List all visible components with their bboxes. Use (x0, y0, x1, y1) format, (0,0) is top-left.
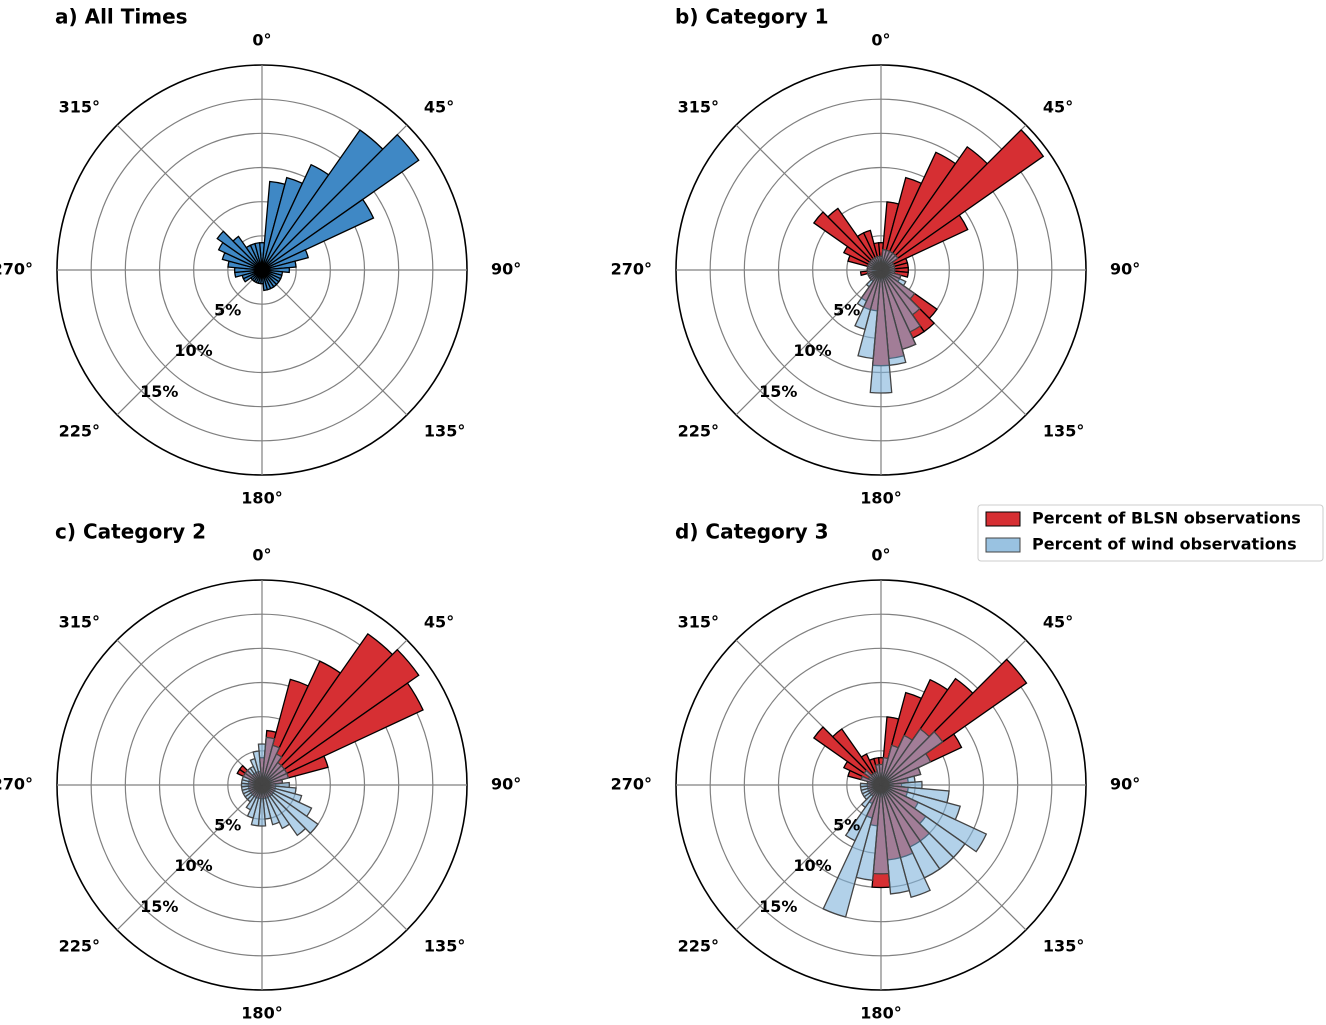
legend-swatch (985, 537, 1021, 553)
angle-label: 315° (59, 98, 100, 117)
angle-label: 270° (0, 260, 33, 279)
angle-label: 45° (1043, 613, 1073, 632)
legend-swatch (985, 511, 1021, 527)
grid-spoke (261, 269, 408, 416)
bar (261, 269, 269, 292)
angle-label: 45° (424, 613, 454, 632)
bar (880, 128, 1045, 271)
bar (261, 772, 290, 786)
bar (261, 260, 297, 271)
bar (232, 235, 263, 271)
bar (261, 784, 319, 835)
grid-spoke (116, 639, 263, 786)
chart-title: a) All Times (55, 5, 188, 29)
angle-label: 45° (1043, 98, 1073, 117)
angle-label: 180° (860, 1004, 901, 1023)
angle-label: 90° (1110, 260, 1140, 279)
bar (859, 782, 882, 788)
chart-title: b) Category 1 (675, 5, 829, 29)
legend (977, 504, 1324, 562)
bar (869, 269, 893, 394)
bar (880, 784, 931, 899)
grid-spoke (735, 784, 882, 931)
radial-tick-label: 10% (793, 341, 831, 360)
angle-label: 225° (59, 421, 100, 440)
radial-tick-label: 15% (759, 897, 797, 916)
angle-label: 180° (860, 489, 901, 508)
angle-label: 225° (59, 936, 100, 955)
bar (261, 784, 281, 826)
radial-tick-label: 15% (140, 382, 178, 401)
bar (252, 750, 263, 786)
bar (261, 682, 424, 786)
bar (876, 255, 882, 271)
radial-tick-label: 10% (174, 341, 212, 360)
bar (261, 133, 420, 271)
angle-label: 0° (871, 31, 890, 50)
radial-tick-label: 15% (140, 897, 178, 916)
angle-label: 180° (241, 1004, 282, 1023)
legend-box (977, 504, 1324, 562)
bar (261, 648, 420, 786)
angle-label: 90° (491, 775, 521, 794)
angle-label: 180° (241, 489, 282, 508)
angle-label: 90° (491, 260, 521, 279)
angle-label: 135° (424, 936, 465, 955)
angle-label: 135° (1043, 421, 1084, 440)
bar (261, 784, 307, 837)
bar (831, 728, 882, 786)
radial-tick-label: 5% (833, 300, 860, 319)
bar (880, 784, 911, 895)
angle-label: 90° (1110, 775, 1140, 794)
bar (880, 214, 969, 271)
chart-title: c) Category 2 (55, 520, 206, 544)
radial-tick-label: 15% (759, 382, 797, 401)
bar (812, 726, 882, 786)
bar (880, 752, 932, 786)
legend-label: Percent of BLSN observations (1032, 509, 1301, 528)
angle-label: 315° (678, 613, 719, 632)
bar (261, 198, 375, 271)
angle-label: 270° (611, 260, 652, 279)
angle-label: 45° (424, 98, 454, 117)
bar (874, 763, 882, 786)
angle-label: 315° (678, 98, 719, 117)
grid-spoke (735, 269, 882, 416)
bar (826, 207, 882, 271)
chart-title: d) Category 3 (675, 520, 829, 544)
bar (880, 730, 944, 786)
angle-label: 0° (871, 546, 890, 565)
radial-tick-label: 5% (833, 815, 860, 834)
angle-label: 0° (252, 546, 271, 565)
angle-label: 225° (678, 421, 719, 440)
radial-tick-label: 10% (174, 856, 212, 875)
angle-label: 315° (59, 613, 100, 632)
bar (216, 230, 263, 271)
angle-label: 270° (611, 775, 652, 794)
legend-label: Percent of wind observations (1032, 535, 1297, 554)
angle-label: 0° (252, 31, 271, 50)
radial-tick-label: 5% (214, 815, 241, 834)
angle-label: 225° (678, 936, 719, 955)
bar (880, 784, 988, 853)
bar (822, 784, 882, 918)
grid-spoke (116, 269, 263, 416)
bar (844, 784, 882, 842)
angle-label: 135° (424, 421, 465, 440)
bar (261, 784, 291, 830)
bar (261, 248, 309, 271)
angle-label: 270° (0, 775, 33, 794)
bar (254, 242, 263, 271)
bar (880, 766, 922, 786)
radial-tick-label: 5% (214, 300, 241, 319)
grid-spoke (116, 784, 263, 931)
radial-tick-label: 10% (793, 856, 831, 875)
bar (812, 211, 882, 271)
angle-label: 135° (1043, 936, 1084, 955)
